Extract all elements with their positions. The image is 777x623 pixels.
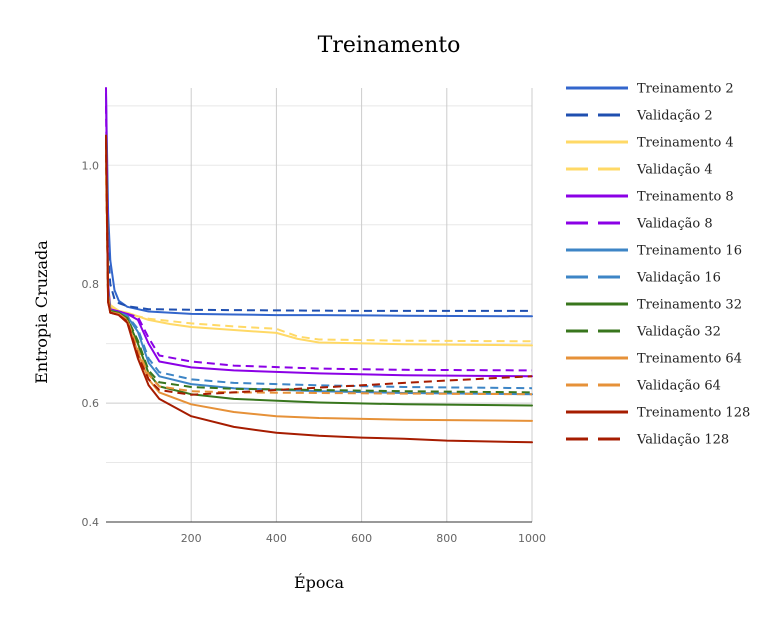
series-line-9 (105, 134, 533, 407)
y-tick-label: 0.4 (82, 516, 100, 529)
series-line-3 (105, 164, 533, 347)
series-line-10 (105, 141, 533, 394)
legend-label: Validação 2 (636, 109, 713, 124)
y-tick-label: 0.8 (82, 278, 100, 291)
y-axis-label: Entropia Cruzada (32, 240, 51, 384)
x-tick-label: 200 (181, 532, 202, 545)
x-axis-label: Época (294, 572, 345, 592)
series-line-5 (105, 87, 533, 378)
legend-label: Treinamento 128 (637, 406, 750, 421)
grid (106, 88, 533, 523)
legend-label: Treinamento 16 (637, 244, 742, 259)
legend-label: Validação 64 (636, 379, 721, 394)
legend-label: Validação 8 (636, 217, 713, 232)
legend-label: Treinamento 32 (637, 298, 742, 313)
y-tick-label: 0.6 (82, 397, 100, 410)
legend-label: Validação 16 (636, 271, 721, 286)
tick-labels: 200 400 600 800 1000 0.4 0.6 0.8 1.0 (82, 159, 547, 545)
legend-label: Validação 128 (636, 433, 729, 448)
chart-title: Treinamento (318, 33, 461, 58)
y-tick-label: 1.0 (82, 159, 100, 172)
x-tick-label: 600 (351, 532, 372, 545)
x-tick-label: 400 (266, 532, 287, 545)
series-line-8 (105, 141, 533, 390)
legend: Treinamento 2 Validação 2 Treinamento 4 Val… (566, 82, 750, 448)
legend-label: Validação 32 (636, 325, 721, 340)
series-line-1 (105, 92, 533, 318)
series-line-14 (105, 141, 533, 396)
x-tick-label: 1000 (518, 532, 546, 545)
legend-label: Treinamento 8 (637, 190, 734, 205)
series-line-4 (105, 177, 533, 343)
series-line-7 (105, 134, 533, 396)
series-line-6 (105, 105, 533, 372)
legend-label: Treinamento 4 (637, 136, 734, 151)
legend-label: Treinamento 64 (637, 352, 742, 367)
legend-label: Treinamento 2 (637, 82, 734, 97)
series-lines (105, 87, 533, 444)
x-tick-label: 800 (436, 532, 457, 545)
legend-label: Validação 4 (636, 163, 713, 178)
series-line-2 (105, 135, 532, 312)
